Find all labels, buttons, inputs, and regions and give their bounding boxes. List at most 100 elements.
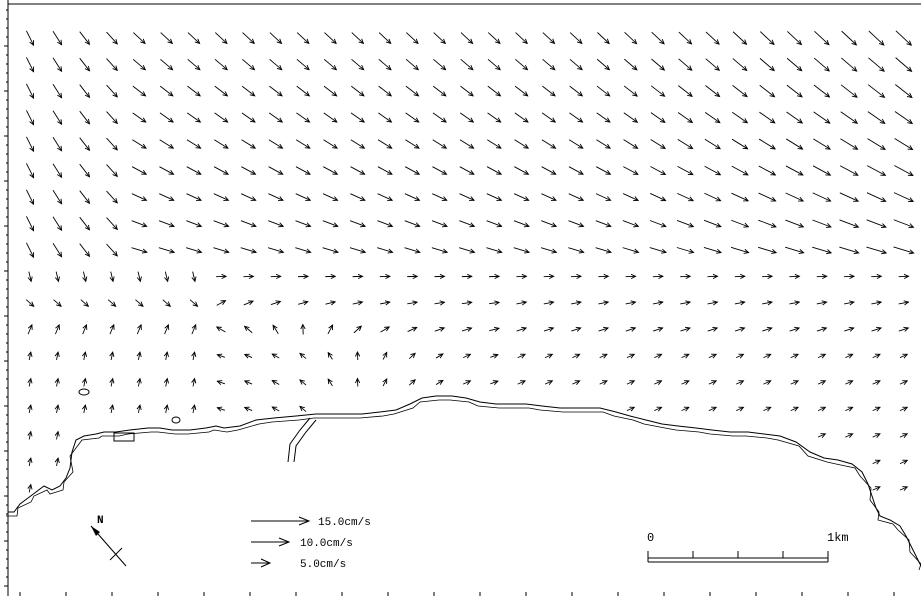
current-arrow bbox=[107, 244, 118, 256]
current-arrow bbox=[814, 112, 830, 123]
current-arrow bbox=[432, 167, 446, 175]
current-arrow bbox=[762, 327, 771, 331]
current-arrow bbox=[626, 327, 635, 331]
current-arrow bbox=[705, 166, 721, 174]
current-arrow bbox=[325, 301, 335, 305]
current-arrow bbox=[132, 248, 147, 253]
current-arrow bbox=[80, 58, 90, 71]
current-arrow bbox=[597, 86, 610, 96]
current-arrow bbox=[187, 140, 201, 148]
current-arrow bbox=[380, 301, 390, 305]
current-arrow bbox=[217, 381, 225, 385]
current-arrow bbox=[709, 407, 716, 411]
current-arrow bbox=[435, 301, 445, 305]
current-arrow bbox=[324, 113, 337, 122]
current-arrow bbox=[432, 221, 447, 227]
current-arrow bbox=[80, 217, 90, 230]
current-arrow bbox=[107, 191, 118, 203]
current-arrow bbox=[652, 32, 664, 44]
current-arrow bbox=[301, 325, 305, 335]
current-arrow bbox=[867, 166, 885, 176]
current-arrow bbox=[840, 220, 859, 228]
current-arrow bbox=[900, 434, 907, 438]
current-arrow bbox=[845, 434, 852, 438]
current-arrow bbox=[763, 381, 770, 385]
legend-item-10: 10.0cm/s bbox=[251, 538, 353, 550]
current-arrow bbox=[758, 220, 776, 227]
current-arrow bbox=[759, 112, 774, 123]
current-arrow bbox=[732, 139, 748, 149]
current-arrow bbox=[623, 221, 638, 227]
current-arrow bbox=[682, 354, 689, 358]
current-arrow bbox=[406, 113, 419, 122]
current-arrow bbox=[434, 33, 446, 44]
current-arrow bbox=[110, 379, 114, 387]
current-arrow bbox=[762, 274, 772, 278]
current-arrow bbox=[460, 194, 475, 201]
current-arrow bbox=[704, 193, 720, 201]
current-arrow bbox=[624, 140, 638, 149]
current-arrow bbox=[323, 167, 337, 175]
current-arrow bbox=[844, 301, 854, 305]
current-arrow bbox=[28, 485, 32, 493]
current-arrow bbox=[543, 59, 555, 69]
current-arrow bbox=[53, 190, 62, 203]
current-arrow bbox=[900, 460, 907, 464]
current-arrow bbox=[704, 247, 721, 253]
current-arrow bbox=[270, 59, 282, 69]
current-arrow bbox=[433, 86, 446, 96]
current-arrow bbox=[353, 274, 363, 278]
current-arrow bbox=[107, 32, 118, 44]
current-arrow bbox=[406, 59, 418, 69]
frame-ticks bbox=[4, 0, 921, 596]
current-arrow bbox=[107, 85, 118, 97]
current-arrow bbox=[762, 301, 772, 305]
current-arrow bbox=[677, 193, 693, 200]
current-arrow bbox=[186, 248, 201, 253]
current-arrow bbox=[242, 140, 256, 148]
current-arrow bbox=[895, 111, 912, 123]
current-arrow bbox=[541, 221, 556, 227]
current-arrow bbox=[650, 193, 665, 200]
current-arrow bbox=[161, 33, 173, 44]
current-arrow bbox=[624, 59, 637, 70]
current-arrow bbox=[80, 111, 90, 124]
current-arrow bbox=[569, 221, 584, 227]
north-label: N bbox=[97, 515, 104, 527]
current-arrow bbox=[164, 379, 168, 387]
current-arrow bbox=[899, 327, 908, 331]
current-arrow bbox=[791, 354, 798, 358]
current-arrow bbox=[569, 113, 582, 122]
current-arrow bbox=[242, 113, 255, 122]
current-arrow bbox=[132, 167, 146, 175]
current-arrow bbox=[867, 220, 886, 228]
current-arrow bbox=[486, 248, 501, 253]
current-arrow bbox=[107, 138, 118, 150]
current-arrow bbox=[217, 301, 226, 306]
current-arrow bbox=[842, 31, 857, 45]
current-arrow bbox=[624, 86, 637, 96]
current-arrow bbox=[542, 86, 555, 96]
current-arrow bbox=[515, 59, 527, 69]
current-arrow bbox=[325, 274, 335, 278]
current-arrow bbox=[654, 381, 661, 385]
current-arrow bbox=[569, 194, 584, 201]
current-arrow bbox=[708, 274, 718, 278]
current-arrow bbox=[243, 33, 255, 44]
current-arrow bbox=[241, 167, 255, 175]
current-arrow bbox=[461, 59, 473, 69]
current-arrow bbox=[569, 140, 583, 148]
current-arrow bbox=[488, 113, 501, 122]
current-arrow bbox=[817, 274, 827, 278]
current-arrow bbox=[28, 379, 32, 387]
current-arrow bbox=[900, 407, 907, 411]
current-arrow bbox=[787, 31, 801, 44]
current-arrow bbox=[28, 458, 32, 466]
current-arrow bbox=[840, 193, 858, 202]
current-arrow bbox=[786, 193, 803, 201]
current-arrow bbox=[759, 166, 776, 175]
current-arrow bbox=[514, 194, 529, 201]
current-arrow bbox=[489, 327, 499, 331]
current-arrow bbox=[488, 86, 501, 96]
scale-start-label: 0 bbox=[647, 531, 654, 545]
